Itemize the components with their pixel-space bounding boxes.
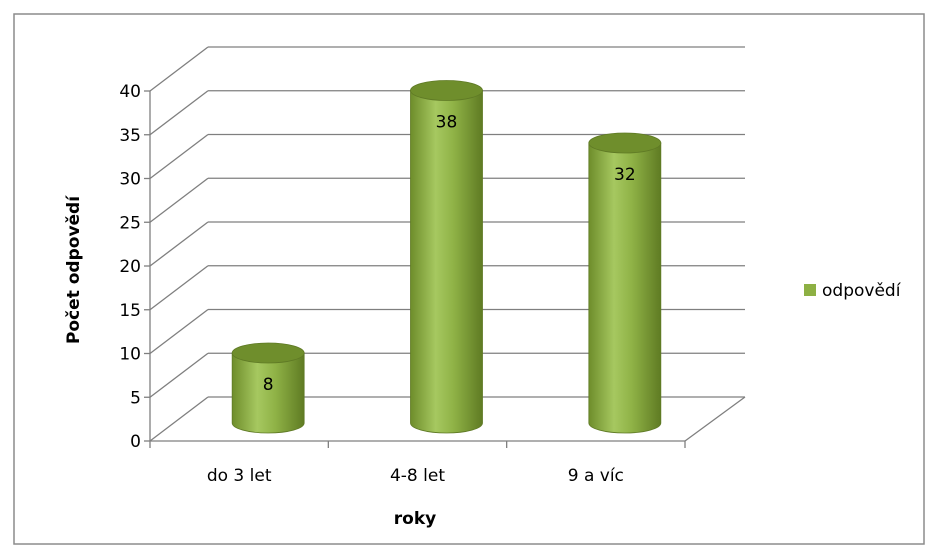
data-label: 8 [263,375,274,395]
legend-swatch [804,284,816,296]
gridline-depth [149,177,209,223]
legend: odpovědí [804,281,902,301]
data-label: 38 [436,113,458,133]
bar [231,352,305,434]
gridline-depth [149,396,209,442]
x-axis-title: roky [394,509,436,529]
y-tick-label: 10 [119,345,141,365]
y-tick-label: 15 [119,301,141,321]
y-axis-title: Počet odpovědí [64,195,84,344]
legend-label: odpovědí [822,281,902,301]
y-tick-label: 30 [119,170,141,190]
x-tick-label: 4-8 let [390,466,445,486]
gridline-depth [149,133,209,180]
bar-top [231,342,305,364]
data-label: 32 [614,165,636,185]
bar-top [588,132,662,154]
y-tick-label: 20 [119,257,141,277]
gridline-depth [149,308,209,355]
y-tick-label: 40 [119,82,141,102]
bar [588,142,662,434]
bar-top [410,80,483,101]
gridline-depth [149,46,209,92]
gridline-depth [149,90,209,136]
y-tick-label: 25 [119,213,141,233]
floor-edge [684,396,746,442]
x-tick-label: do 3 let [207,466,272,486]
y-tick-label: 0 [130,432,141,452]
y-tick-labels: 0 5 10 15 20 25 30 35 40 [119,82,141,452]
y-tick-label: 5 [130,388,141,408]
y-tick-label: 35 [119,126,141,146]
bar [410,90,483,434]
x-tick-labels: do 3 let 4-8 let 9 a víc [207,466,624,486]
bars-layer: 8 38 32 [231,80,662,434]
gridline-depth [149,352,209,398]
gridline-depth [149,265,209,311]
gridline-depth [149,221,209,267]
x-tick-label: 9 a víc [568,466,624,486]
